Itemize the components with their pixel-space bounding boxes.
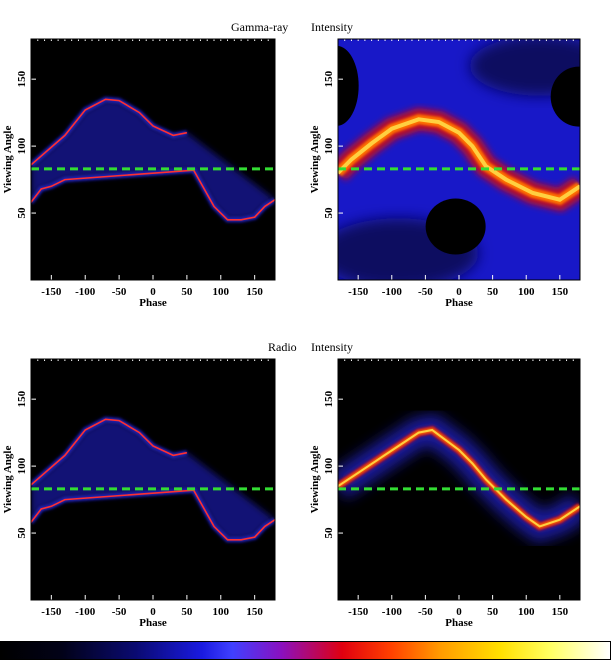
x-tick-label: -100	[382, 286, 403, 298]
x-tick-label: 150	[552, 286, 569, 298]
radio-intensity-title: Intensity	[311, 340, 353, 354]
x-tick-label: 0	[456, 286, 462, 298]
y-tick-label: 100	[323, 457, 335, 474]
null-region	[338, 45, 359, 126]
x-tick-label: -50	[418, 606, 433, 618]
plot-content	[31, 416, 275, 543]
x-tick-label: 0	[456, 606, 462, 618]
band-core	[338, 117, 580, 202]
x-tick-label: 100	[213, 606, 230, 618]
plot-frame	[30, 358, 276, 601]
x-tick-label: 50	[487, 286, 499, 298]
x-tick-label: 100	[518, 606, 535, 618]
x-tick-label: -50	[112, 286, 127, 298]
y-tick-label: 50	[323, 207, 335, 219]
y-tick-label: 100	[323, 137, 335, 154]
x-tick-label: -150	[348, 606, 369, 618]
x-axis-title: Phase	[139, 617, 167, 629]
null-region	[425, 198, 486, 255]
x-axis-title: Phase	[445, 617, 473, 629]
caustic-lower	[31, 489, 275, 541]
x-tick-label: -50	[418, 286, 433, 298]
x-tick-label: -150	[348, 286, 369, 298]
plot-content	[31, 96, 275, 223]
x-axis-title: Phase	[139, 297, 167, 309]
y-tick-label: 50	[16, 207, 28, 219]
y-tick-label: 150	[16, 390, 28, 407]
plot-background	[338, 359, 580, 600]
dim-region	[469, 39, 580, 96]
plot-frame	[30, 38, 276, 281]
caustic-upper	[31, 98, 188, 166]
intensity-plots: -150 -100 -50 0 50 100 150 50 100 150 Phase Viewing…	[2, 38, 581, 629]
radio-title: Radio	[268, 340, 297, 354]
y-tick-label: 150	[323, 70, 335, 87]
x-tick-label: -150	[41, 606, 62, 618]
y-tick-label: 150	[323, 390, 335, 407]
caustic-lower	[31, 169, 275, 221]
y-axis-title: Viewing Angle	[2, 126, 14, 194]
y-tick-label: 100	[16, 457, 28, 474]
gamma-ray-title: Gamma-ray	[231, 20, 289, 34]
x-tick-label: 50	[487, 606, 499, 618]
panel-gamma-ray-left: -150 -100 -50 0 50 100 150 50 100 150 Phase Viewing…	[2, 38, 276, 309]
x-tick-label: 50	[181, 606, 193, 618]
y-tick-label: 150	[16, 70, 28, 87]
x-tick-label: -150	[41, 286, 62, 298]
panel-radio-right: -150 -100 -50 0 50 100 150 50 100 150 Phase Viewing…	[309, 358, 581, 629]
x-tick-label: -100	[75, 286, 96, 298]
band-core	[338, 428, 580, 528]
x-tick-label: -100	[75, 606, 96, 618]
y-tick-label: 100	[16, 137, 28, 154]
emission-sheet	[31, 419, 275, 540]
x-tick-label: 100	[518, 286, 535, 298]
y-axis-title: Viewing Angle	[2, 446, 14, 514]
intensity-colorbar	[0, 641, 611, 660]
x-tick-label: 50	[181, 286, 193, 298]
x-tick-label: -50	[112, 606, 127, 618]
y-tick-label: 50	[323, 527, 335, 539]
x-tick-label: 0	[150, 606, 156, 618]
panel-gamma-ray-right: -150 -100 -50 0 50 100 150 50 100 150 Phase Viewing…	[309, 38, 581, 309]
gamma-ray-intensity-title: Intensity	[311, 20, 353, 34]
x-tick-label: 100	[213, 286, 230, 298]
y-axis-title: Viewing Angle	[309, 446, 321, 514]
x-axis-title: Phase	[445, 297, 473, 309]
x-tick-label: 150	[246, 606, 263, 618]
panel-radio-left: -150 -100 -50 0 50 100 150 50 100 150 Phase Viewing…	[2, 358, 276, 629]
plot-content	[338, 414, 580, 544]
x-tick-label: 150	[552, 606, 569, 618]
plot-frame	[337, 358, 581, 601]
x-tick-label: -100	[382, 606, 403, 618]
x-tick-label: 150	[246, 286, 263, 298]
emission-sheet	[31, 99, 275, 220]
caustic-upper	[31, 418, 188, 486]
y-axis-title: Viewing Angle	[309, 126, 321, 194]
null-region	[550, 66, 580, 127]
plot-frame	[337, 38, 581, 281]
plot-content	[338, 39, 580, 280]
y-tick-label: 50	[16, 527, 28, 539]
x-tick-label: 0	[150, 286, 156, 298]
